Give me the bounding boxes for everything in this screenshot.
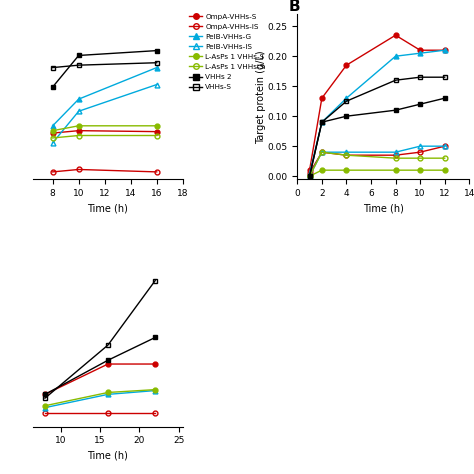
X-axis label: Time (h): Time (h) (363, 203, 404, 213)
Text: B: B (289, 0, 301, 14)
X-axis label: Time (h): Time (h) (88, 203, 128, 213)
X-axis label: Time (h): Time (h) (88, 451, 128, 461)
Y-axis label: Target protein (g/L): Target protein (g/L) (256, 50, 266, 144)
Legend: OmpA-VHHs-S, OmpA-VHHs-IS, PelB-VHHs-G, PelB-VHHs-IS, L-AsPs 1 VHHs-S, L-AsPs 1 : OmpA-VHHs-S, OmpA-VHHs-IS, PelB-VHHs-G, … (187, 11, 267, 93)
